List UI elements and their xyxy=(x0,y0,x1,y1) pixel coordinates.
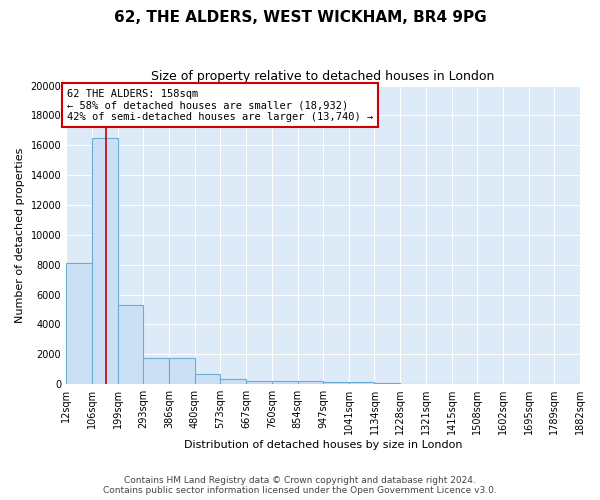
Bar xyxy=(349,382,374,384)
Bar xyxy=(323,382,349,384)
Bar xyxy=(169,358,195,384)
Bar xyxy=(66,263,92,384)
Title: Size of property relative to detached houses in London: Size of property relative to detached ho… xyxy=(151,70,495,83)
Bar xyxy=(272,381,298,384)
Text: 62 THE ALDERS: 158sqm
← 58% of detached houses are smaller (18,932)
42% of semi-: 62 THE ALDERS: 158sqm ← 58% of detached … xyxy=(67,88,373,122)
Bar xyxy=(143,358,169,384)
Bar xyxy=(118,305,143,384)
Text: Contains HM Land Registry data © Crown copyright and database right 2024.
Contai: Contains HM Land Registry data © Crown c… xyxy=(103,476,497,495)
Bar xyxy=(246,380,272,384)
X-axis label: Distribution of detached houses by size in London: Distribution of detached houses by size … xyxy=(184,440,463,450)
Bar xyxy=(195,374,220,384)
Bar xyxy=(298,381,323,384)
Text: 62, THE ALDERS, WEST WICKHAM, BR4 9PG: 62, THE ALDERS, WEST WICKHAM, BR4 9PG xyxy=(113,10,487,25)
Bar xyxy=(374,382,400,384)
Bar xyxy=(92,138,118,384)
Bar xyxy=(220,380,246,384)
Y-axis label: Number of detached properties: Number of detached properties xyxy=(15,147,25,322)
